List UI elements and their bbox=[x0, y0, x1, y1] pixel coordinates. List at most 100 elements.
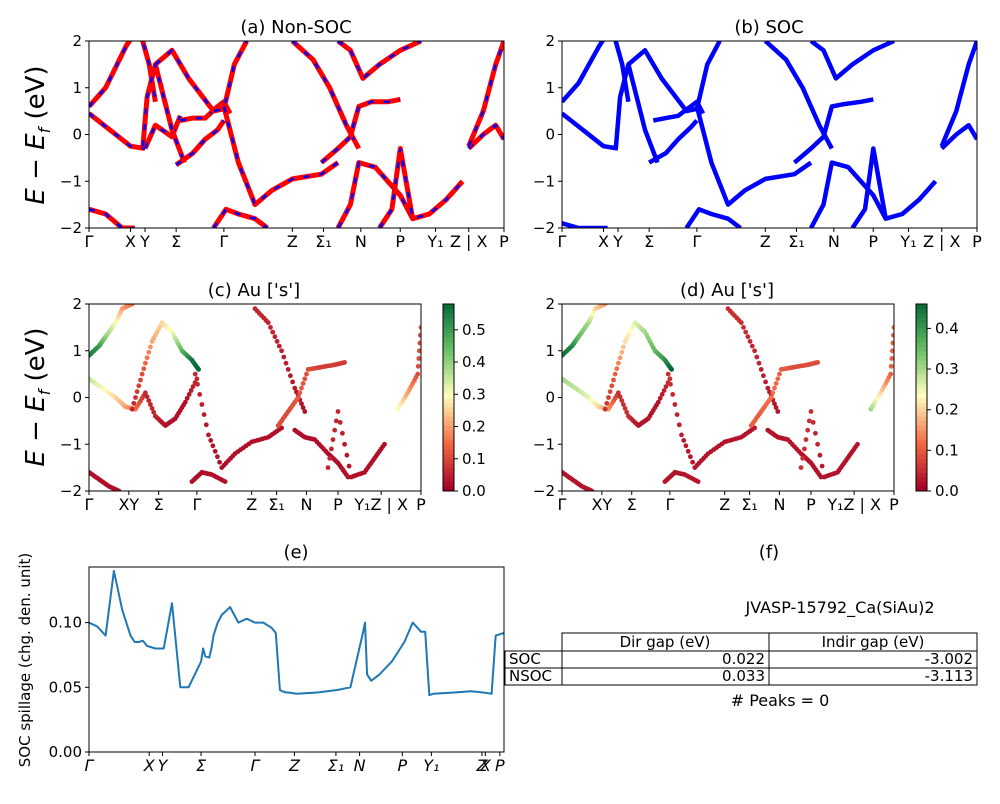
projection-point bbox=[674, 412, 680, 417]
colorbar-swatch bbox=[916, 378, 927, 384]
projection-point bbox=[332, 427, 338, 433]
projection-point bbox=[148, 402, 153, 407]
projection-point bbox=[195, 381, 200, 387]
projection-point bbox=[621, 402, 626, 407]
x-tick-label: X bbox=[125, 232, 136, 251]
colorbar-swatch bbox=[443, 341, 454, 347]
y-tick-label: −1 bbox=[533, 435, 555, 453]
projection-point bbox=[622, 406, 628, 411]
projection-point bbox=[606, 395, 611, 400]
y-tick-label: 0.00 bbox=[49, 743, 82, 761]
projection-point bbox=[665, 371, 671, 377]
x-tick-label: P bbox=[395, 232, 405, 251]
projection-point bbox=[819, 463, 825, 469]
colorbar-tick-label: 0.2 bbox=[462, 418, 486, 436]
y-tick-label: 2 bbox=[545, 32, 555, 50]
projection-point bbox=[144, 355, 150, 361]
x-tick-label: P bbox=[806, 495, 816, 514]
projection-point bbox=[752, 425, 757, 431]
colorbar-swatch bbox=[916, 402, 927, 408]
projection-point bbox=[188, 388, 194, 393]
projection-point bbox=[889, 348, 894, 354]
colorbar-swatch bbox=[443, 336, 454, 342]
x-tick-label: Z | X bbox=[923, 232, 961, 251]
projection-point bbox=[302, 409, 308, 414]
colorbar-swatch bbox=[916, 355, 927, 361]
colorbar-swatch bbox=[443, 322, 454, 328]
projection-point bbox=[136, 383, 142, 389]
colorbar-swatch bbox=[443, 332, 454, 338]
x-tick-label: Γ bbox=[558, 495, 567, 514]
band-line bbox=[140, 61, 187, 164]
projection-point bbox=[670, 392, 676, 397]
material-id: JVASP-15792_Ca(SiAu)2 bbox=[744, 598, 934, 618]
projection-point bbox=[604, 400, 610, 406]
panel-b-marks bbox=[562, 41, 977, 228]
projection-point bbox=[265, 320, 271, 326]
projection-point bbox=[295, 395, 301, 400]
projection-point bbox=[345, 474, 351, 480]
x-tick-label: Γ bbox=[251, 756, 261, 775]
projection-point bbox=[208, 438, 214, 443]
panel-b-plot: Γ X Y Σ Γ Z Σ₁ N P Y₁ Z | X P 2 1 0 −1 −2 bbox=[533, 32, 982, 251]
table-cell-indir: -3.113 bbox=[925, 667, 973, 685]
colorbar-swatch bbox=[443, 472, 454, 478]
x-tick-label: Γ bbox=[219, 232, 228, 251]
projection-point bbox=[199, 402, 205, 407]
projection-point bbox=[602, 406, 608, 412]
projection-point bbox=[655, 399, 661, 405]
colorbar-swatch bbox=[443, 411, 454, 417]
projection-point bbox=[182, 399, 188, 405]
band-line-dashed bbox=[320, 98, 401, 164]
table-header-dir: Dir gap (eV) bbox=[620, 633, 711, 651]
projection-point bbox=[754, 354, 760, 360]
band-line bbox=[89, 111, 146, 151]
projection-point bbox=[607, 389, 613, 395]
x-tick-label: P bbox=[868, 232, 878, 251]
projection-point bbox=[889, 356, 894, 361]
projection-point bbox=[756, 360, 762, 366]
table-cell-dir: 0.022 bbox=[722, 650, 765, 668]
colorbar-swatch bbox=[916, 476, 927, 483]
y-tick-label: 1 bbox=[72, 79, 82, 97]
peaks-count: # Peaks = 0 bbox=[731, 691, 830, 710]
panel-c-colorbar: 0.0 0.1 0.2 0.3 0.4 0.5 bbox=[442, 303, 486, 500]
projection-point bbox=[416, 356, 421, 361]
y-tick-label: 0.05 bbox=[49, 678, 82, 696]
band-line bbox=[613, 62, 660, 164]
projection-point bbox=[268, 325, 273, 330]
x-tick-label: P bbox=[499, 232, 509, 251]
x-tick-label: Z | X bbox=[450, 232, 488, 251]
band-line bbox=[174, 119, 226, 167]
projection-point bbox=[283, 360, 289, 366]
x-tick-label: N bbox=[354, 756, 366, 775]
band-line-dashed bbox=[212, 207, 269, 228]
colorbar-swatch bbox=[916, 369, 927, 375]
projection-point bbox=[800, 455, 806, 461]
projection-point bbox=[815, 441, 820, 447]
projection-point bbox=[890, 340, 894, 346]
table-header-indir: Indir gap (eV) bbox=[822, 633, 925, 651]
panel-c-plot: Γ XY Σ Γ Z Σ₁ N P Y₁Z | X P 2 1 0 −1 −2 bbox=[60, 295, 426, 514]
projection-point bbox=[206, 432, 211, 438]
table-row-label: SOC bbox=[509, 650, 541, 668]
colorbar-swatch bbox=[916, 336, 927, 342]
x-tick-label: Z bbox=[288, 756, 301, 775]
x-tick-label: Γ bbox=[665, 495, 674, 514]
x-tick-label: X bbox=[598, 232, 609, 251]
projection-point bbox=[201, 412, 207, 417]
projection-point bbox=[891, 325, 894, 330]
projection-point bbox=[382, 441, 387, 447]
colorbar-swatch bbox=[443, 444, 454, 450]
colorbar-swatch bbox=[916, 327, 927, 333]
projection-point bbox=[292, 385, 298, 391]
band-line bbox=[562, 221, 608, 228]
projection-point bbox=[798, 465, 804, 470]
colorbar-swatch bbox=[916, 406, 927, 413]
projection-point bbox=[589, 488, 595, 491]
colorbar-swatch bbox=[443, 327, 454, 333]
colorbar-swatch bbox=[916, 332, 927, 338]
projection-point bbox=[418, 332, 421, 338]
colorbar-swatch bbox=[916, 308, 927, 314]
